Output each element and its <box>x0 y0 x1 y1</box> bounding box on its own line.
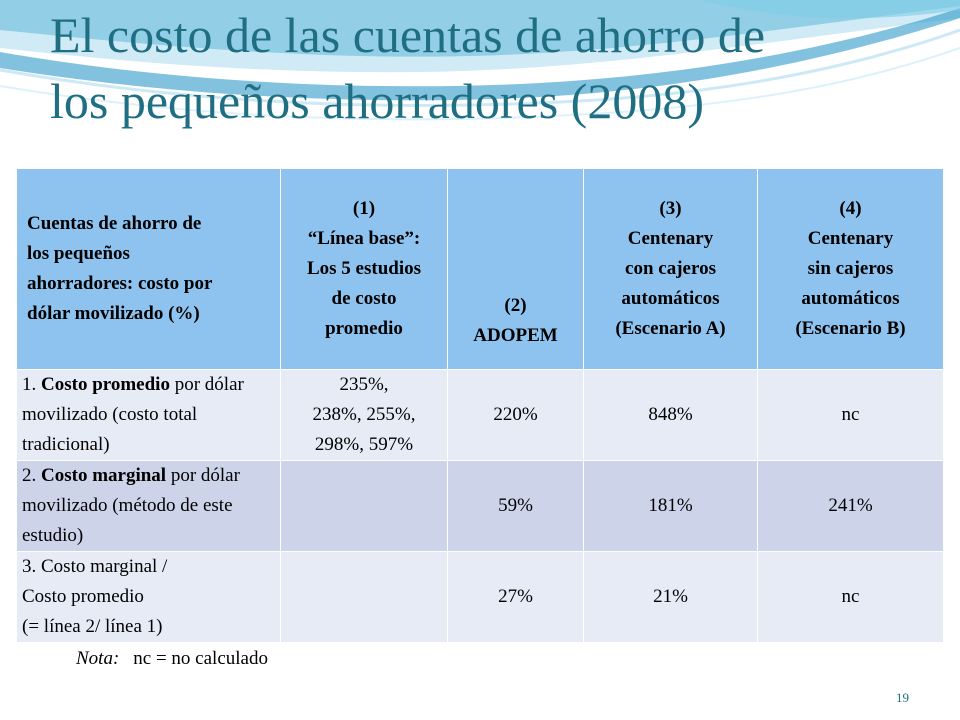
row-1-col-4: nc <box>757 369 944 461</box>
row-3-col-3: 21% <box>583 551 758 643</box>
row-1-col-3: 848% <box>583 369 758 461</box>
header-col-1-line: Los 5 estudios <box>306 258 422 279</box>
row-3-label-line: 3. Costo marginal / <box>22 556 168 577</box>
header-col-1-line: promedio <box>325 318 403 339</box>
header-col-4-line: sin cajeros <box>807 258 894 279</box>
row-3-label: 3. Costo marginal / Costo promedio (= lí… <box>16 551 281 643</box>
row-1-label-prefix: 1. <box>22 374 41 395</box>
header-col-3-line: Centenary <box>627 228 714 249</box>
slide-title-line-1: El costo de las cuentas de ahorro de <box>50 7 766 63</box>
header-col-1-line: (1) <box>352 198 376 219</box>
row-1-col-2: 220% <box>447 369 584 461</box>
header-row-label-line: ahorradores: costo por <box>27 273 213 294</box>
decorative-waves <box>0 0 960 121</box>
row-3-label-line: (= línea 2/ línea 1) <box>22 616 163 637</box>
header-row-label-line: Cuentas de ahorro de <box>27 213 202 234</box>
header-col-4: (4) Centenary sin cajeros automáticos (E… <box>757 168 944 370</box>
table-row: 1. Costo promedio por dólar movilizado (… <box>16 369 944 461</box>
note-text: nc = no calculado <box>133 648 268 669</box>
page-number: 19 <box>896 690 909 705</box>
cost-table: Cuentas de ahorro de los pequeños ahorra… <box>16 168 944 643</box>
header-col-4-line: (4) <box>839 198 862 219</box>
row-3-label-line: Costo promedio <box>22 586 144 607</box>
row-1-col-1-line: 238%, 255%, <box>312 404 416 425</box>
table-header-row: Cuentas de ahorro de los pequeños ahorra… <box>16 168 944 370</box>
row-2-label-bold: Costo marginal <box>41 465 167 486</box>
row-2-col-2: 59% <box>447 460 584 552</box>
header-col-3-line: automáticos <box>621 288 720 309</box>
row-2-col-1 <box>280 460 448 552</box>
header-col-3-line: con cajeros <box>625 258 716 279</box>
header-col-1: (1) “Línea base”: Los 5 estudios de cost… <box>280 168 448 370</box>
row-1-col-1: 235%, 238%, 255%, 298%, 597% <box>280 369 448 461</box>
header-col-1-line: “Línea base”: <box>307 228 421 249</box>
row-2-label-rest: por dólar movilizado (método de este est… <box>22 465 240 546</box>
table-row: 2. Costo marginal por dólar movilizado (… <box>16 460 944 552</box>
row-2-label-prefix: 2. <box>22 465 41 486</box>
row-3-col-1 <box>280 551 448 643</box>
header-col-4-line: (Escenario B) <box>795 318 906 339</box>
row-1-label-bold: Costo promedio <box>41 374 170 395</box>
row-1-col-1-line: 235%, <box>339 374 389 395</box>
row-1-col-1-line: 298%, 597% <box>314 434 414 455</box>
row-2-label: 2. Costo marginal por dólar movilizado (… <box>16 460 281 552</box>
row-1-label: 1. Costo promedio por dólar movilizado (… <box>16 369 281 461</box>
header-col-2-line: (2) <box>504 295 527 316</box>
header-col-2-line: ADOPEM <box>473 325 558 346</box>
row-3-col-4: nc <box>757 551 944 643</box>
slide-title: El costo de las cuentas de ahorro de los… <box>50 2 940 134</box>
header-col-3-line: (3) <box>659 198 682 219</box>
table-note: Nota: nc = no calculado <box>76 648 268 670</box>
row-1-label-rest: por dólar movilizado (costo total tradic… <box>22 374 244 455</box>
header-row-label-line: dólar movilizado (%) <box>27 303 200 324</box>
note-label: Nota: <box>76 648 120 669</box>
header-col-4-line: automáticos <box>801 288 900 309</box>
header-col-1-line: de costo <box>331 288 397 309</box>
table-row: 3. Costo marginal / Costo promedio (= lí… <box>16 551 944 643</box>
header-col-3: (3) Centenary con cajeros automáticos (E… <box>583 168 758 370</box>
header-col-2: (2) ADOPEM <box>447 168 584 370</box>
row-2-col-4: 241% <box>757 460 944 552</box>
row-2-col-3: 181% <box>583 460 758 552</box>
header-col-4-line: Centenary <box>807 228 894 249</box>
header-row-label: Cuentas de ahorro de los pequeños ahorra… <box>16 168 281 370</box>
header-row-label-line: los pequeños <box>27 243 130 264</box>
row-3-col-2: 27% <box>447 551 584 643</box>
slide-title-line-2: los pequeños ahorradores (2008) <box>50 73 704 129</box>
header-col-3-line: (Escenario A) <box>615 318 726 339</box>
